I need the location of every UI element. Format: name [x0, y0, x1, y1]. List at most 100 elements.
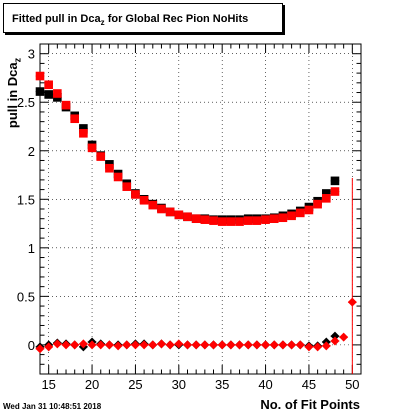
- data-point-square: [321, 189, 331, 198]
- axes: 15 20 25 30 35 40 45 50 0 0.5 1 1.5 2 2.5 3: [17, 43, 362, 392]
- data-point-diamond: [226, 340, 236, 350]
- data-point-diamond: [304, 342, 314, 352]
- y-tick-label: 1.5: [17, 192, 35, 207]
- data-point-square: [287, 211, 296, 221]
- data-point-diamond: [130, 340, 140, 350]
- data-marks: [35, 71, 357, 374]
- data-point-square: [165, 207, 175, 217]
- data-point-diamond: [330, 336, 340, 346]
- data-point-diamond: [104, 340, 114, 350]
- x-tick-label: 45: [302, 377, 316, 392]
- x-tick-label: 20: [85, 377, 99, 392]
- data-point-diamond: [278, 340, 288, 350]
- data-point-square: [113, 172, 123, 182]
- data-point-square: [174, 210, 184, 220]
- data-point-square: [35, 87, 45, 96]
- data-point-square: [35, 71, 45, 81]
- x-tick-label: 35: [215, 377, 229, 392]
- y-tick-label: 2.5: [17, 95, 35, 110]
- data-point-square: [269, 214, 279, 224]
- data-point-square: [131, 190, 140, 199]
- y-tick-label: 1: [28, 241, 35, 256]
- y-tick-label: 0.5: [17, 289, 35, 304]
- data-point-square: [252, 216, 262, 225]
- data-point-square: [122, 182, 132, 191]
- data-point-diamond: [252, 340, 262, 350]
- data-point-square: [295, 208, 305, 218]
- data-point-square: [79, 124, 88, 133]
- data-point-diamond: [200, 340, 210, 350]
- data-point-square: [139, 195, 149, 205]
- data-point-square: [157, 204, 166, 214]
- data-point-diamond: [243, 340, 253, 350]
- data-point-diamond: [35, 344, 45, 354]
- data-point-square: [278, 213, 288, 223]
- data-point-diamond: [87, 340, 97, 350]
- data-point-square: [105, 163, 114, 173]
- data-point-diamond: [165, 340, 175, 350]
- data-point-square: [217, 217, 227, 226]
- data-point-square: [313, 199, 322, 209]
- data-point-diamond: [122, 340, 132, 350]
- data-point-diamond: [96, 340, 106, 350]
- data-point-square: [44, 90, 53, 99]
- data-point-diamond: [191, 340, 201, 350]
- x-tick-label: 50: [345, 377, 359, 392]
- data-point-square: [79, 128, 88, 138]
- data-point-diamond: [44, 342, 54, 352]
- data-point-square: [148, 200, 158, 210]
- data-point-diamond: [261, 340, 271, 350]
- x-tick-label: 40: [258, 377, 272, 392]
- data-point-square: [70, 114, 80, 124]
- data-point-diamond: [235, 340, 245, 350]
- data-point-square: [53, 89, 62, 98]
- data-point-square: [44, 80, 53, 90]
- y-tick-label: 0: [28, 338, 35, 353]
- data-point-square: [235, 217, 244, 226]
- data-point-square: [87, 143, 97, 153]
- data-point-diamond: [330, 331, 340, 341]
- data-point-square: [261, 215, 270, 224]
- data-point-diamond: [321, 341, 331, 351]
- data-point-diamond: [347, 297, 357, 307]
- data-point-diamond: [217, 340, 227, 350]
- x-tick-label: 25: [128, 377, 142, 392]
- data-point-diamond: [78, 339, 88, 349]
- data-point-square: [330, 187, 340, 196]
- chart-title: Fitted pull in Dcaz for Global Rec Pion …: [3, 3, 283, 33]
- data-point-square: [61, 100, 71, 110]
- data-point-square: [209, 216, 218, 225]
- data-point-diamond: [52, 339, 62, 349]
- data-point-square: [191, 214, 201, 224]
- data-point-diamond: [182, 340, 192, 350]
- data-point-square: [226, 217, 236, 226]
- data-point-square: [243, 216, 253, 225]
- data-point-square: [200, 215, 210, 224]
- data-point-square: [330, 176, 340, 186]
- data-point-diamond: [295, 340, 305, 350]
- timestamp: Wed Jan 31 10:48:51 2018: [3, 402, 102, 411]
- y-axis-label: pull in Dcaz: [5, 57, 23, 129]
- x-axis-label: No. of Fit Points: [260, 397, 360, 412]
- data-point-diamond: [61, 340, 71, 350]
- y-tick-label: 2: [28, 144, 35, 159]
- data-point-diamond: [313, 342, 323, 352]
- data-point-square: [183, 212, 192, 222]
- data-point-diamond: [156, 339, 166, 349]
- x-tick-label: 15: [41, 377, 55, 392]
- data-point-diamond: [287, 340, 297, 350]
- data-point-diamond: [70, 340, 80, 350]
- data-point-diamond: [269, 340, 279, 350]
- data-point-diamond: [148, 340, 158, 350]
- data-point-diamond: [209, 340, 219, 350]
- data-point-square: [321, 194, 331, 203]
- data-point-square: [96, 152, 106, 161]
- data-point-diamond: [113, 341, 123, 351]
- data-point-diamond: [174, 339, 184, 349]
- x-tick-label: 30: [172, 377, 186, 392]
- y-tick-label: 3: [28, 47, 35, 62]
- data-point-diamond: [139, 340, 149, 350]
- data-point-square: [304, 205, 314, 215]
- data-point-diamond: [339, 332, 349, 342]
